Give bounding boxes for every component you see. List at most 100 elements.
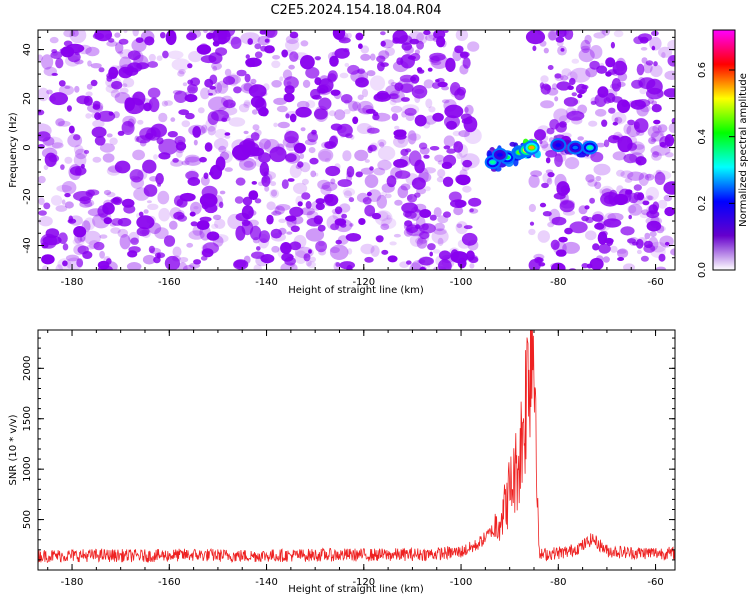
heatmap-cell	[186, 32, 197, 41]
heatmap-cell	[434, 222, 445, 232]
heatmap-cell	[627, 171, 645, 181]
heatmap-cell	[286, 231, 293, 235]
heatmap-cell	[530, 170, 542, 177]
heatmap-cell	[315, 240, 327, 253]
heatmap-cell	[408, 133, 422, 141]
heatmap-cell	[38, 123, 52, 138]
heatmap-cell	[562, 34, 567, 38]
heatmap-cell	[366, 70, 376, 77]
heatmap-cell	[327, 52, 337, 61]
heatmap-cell	[97, 205, 109, 218]
heatmap-cell	[532, 45, 537, 52]
heatmap-cell	[207, 125, 216, 136]
heatmap-cell	[260, 106, 267, 113]
heatmap-cell	[264, 38, 270, 43]
heatmap-cell	[627, 205, 637, 214]
heatmap-cell	[157, 190, 170, 205]
heatmap-cell	[117, 51, 124, 55]
heatmap-cell	[616, 81, 626, 88]
heatmap-cell	[232, 144, 251, 161]
heatmap-cell	[464, 104, 474, 116]
heatmap-cell	[206, 231, 220, 241]
heatmap-cell	[273, 97, 287, 105]
heatmap-cell	[652, 151, 659, 158]
heatmap-cell	[313, 215, 323, 225]
heatmap-cell	[314, 56, 321, 61]
heatmap-cell	[592, 214, 604, 222]
heatmap-cell	[208, 92, 214, 96]
heatmap-cell	[99, 234, 108, 239]
heatmap-cell	[334, 206, 343, 215]
colorbar-tick-label: 0.2	[697, 195, 708, 211]
heatmap-cell	[99, 143, 115, 153]
heatmap-cell	[464, 106, 469, 113]
heatmap-cell	[49, 92, 68, 106]
heatmap-cell	[135, 37, 144, 43]
heatmap-cell	[364, 174, 379, 189]
heatmap-cell	[224, 134, 231, 139]
heatmap-cell	[346, 166, 355, 178]
heatmap-cell	[558, 236, 568, 243]
heatmap-cell	[203, 172, 209, 180]
heatmap-cell	[528, 203, 537, 213]
heatmap-cell	[360, 53, 371, 61]
heatmap-cell	[73, 226, 87, 238]
heatmap-cell	[664, 241, 670, 246]
heatmap-cell	[553, 108, 569, 123]
heatmap-cell	[341, 213, 347, 219]
heatmap-cell	[630, 99, 646, 110]
heatmap-cell	[452, 130, 461, 137]
heatmap-cell	[276, 105, 288, 113]
heatmap-cell	[284, 152, 301, 164]
heatmap-cell	[547, 172, 555, 178]
heatmap-cell	[234, 196, 244, 204]
heatmap-cell	[158, 138, 179, 155]
heatmap-cell	[50, 195, 63, 206]
x-tick-label: -120	[352, 577, 375, 588]
heatmap-cell	[342, 187, 356, 197]
heatmap-cell	[83, 199, 95, 207]
heatmap-cell	[418, 142, 428, 150]
heatmap-cell	[336, 125, 347, 134]
heatmap-cell	[432, 249, 441, 254]
heatmap-cell	[296, 100, 310, 110]
heatmap-cell	[128, 231, 140, 244]
heatmap-cell	[608, 198, 618, 205]
heatmap-cell	[293, 234, 307, 249]
heatmap-cell	[87, 60, 92, 67]
heatmap-cell	[628, 100, 638, 108]
heatmap-cell	[645, 60, 654, 66]
heatmap-cell	[404, 148, 412, 153]
snr-y-label: SNR (10 * v/v)	[8, 414, 19, 485]
heatmap-cell	[38, 131, 51, 142]
heatmap-cell	[148, 222, 162, 235]
heatmap-cell	[355, 171, 363, 178]
heatmap-cell	[243, 99, 251, 107]
heatmap-cell	[462, 57, 471, 69]
heatmap-cell	[204, 78, 214, 88]
heatmap-cell	[67, 52, 81, 63]
heatmap-cell	[241, 220, 254, 236]
heatmap-cell	[300, 55, 315, 70]
heatmap-cell	[240, 32, 261, 45]
heatmap-cell	[431, 60, 442, 66]
heatmap-cell	[411, 177, 426, 190]
heatmap-cell	[397, 185, 409, 199]
heatmap-cell	[643, 244, 656, 253]
heatmap-cell	[42, 235, 62, 246]
heatmap-cell	[543, 47, 549, 54]
heatmap-cell	[528, 174, 540, 188]
heatmap-cell	[213, 234, 229, 243]
heatmap-cell	[201, 124, 208, 134]
heatmap-cell	[555, 36, 565, 43]
heatmap-cell	[173, 211, 185, 220]
heatmap-cell	[105, 77, 122, 89]
heatmap-cell	[454, 199, 466, 208]
heatmap-cell	[426, 263, 431, 268]
heatmap-cell	[119, 56, 132, 71]
heatmap-cell	[434, 154, 445, 162]
heatmap-cell	[659, 141, 667, 148]
heatmap-cell	[114, 160, 131, 174]
snr-series-line	[38, 330, 675, 563]
heatmap-cell	[355, 77, 369, 88]
